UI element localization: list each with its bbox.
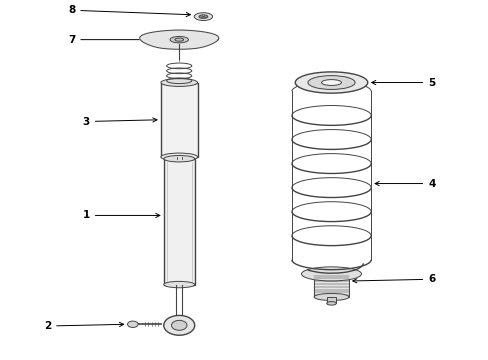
Text: 7: 7	[68, 35, 147, 45]
Text: 3: 3	[82, 117, 157, 126]
Ellipse shape	[163, 282, 194, 288]
Ellipse shape	[161, 78, 197, 86]
Ellipse shape	[127, 321, 138, 328]
Ellipse shape	[163, 156, 194, 162]
Ellipse shape	[307, 76, 354, 89]
Bar	[163, 159, 194, 284]
Ellipse shape	[301, 267, 361, 281]
Text: 4: 4	[374, 179, 435, 189]
Text: 8: 8	[68, 5, 190, 17]
Ellipse shape	[175, 38, 183, 41]
Ellipse shape	[170, 36, 188, 43]
Text: 5: 5	[371, 77, 435, 87]
Ellipse shape	[163, 315, 194, 335]
Ellipse shape	[171, 320, 186, 330]
Ellipse shape	[199, 15, 207, 18]
Text: 1: 1	[82, 211, 160, 220]
Bar	[326, 297, 336, 303]
Ellipse shape	[295, 72, 367, 93]
Ellipse shape	[326, 302, 336, 305]
Ellipse shape	[161, 153, 197, 161]
Text: 6: 6	[352, 274, 435, 284]
Bar	[161, 82, 197, 157]
Ellipse shape	[194, 13, 212, 21]
Ellipse shape	[313, 293, 348, 301]
Polygon shape	[140, 30, 218, 49]
Ellipse shape	[321, 80, 341, 85]
Text: 2: 2	[44, 321, 123, 331]
Bar	[313, 274, 348, 297]
